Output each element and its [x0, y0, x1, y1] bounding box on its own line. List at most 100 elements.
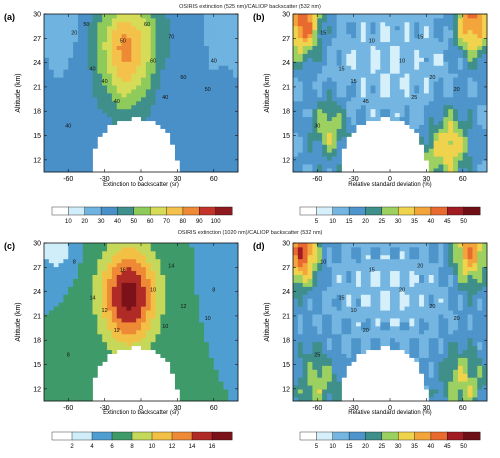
heatmap-cell: [414, 69, 420, 74]
colorbar-label: Extinction to backscatter (sr): [103, 182, 179, 188]
heatmap-cell: [365, 298, 371, 303]
heatmap-cell: [331, 53, 338, 58]
heatmap-cell: [179, 357, 186, 362]
heatmap-cell: [87, 282, 93, 287]
heatmap-cell: [77, 25, 84, 31]
heatmap-cell: [189, 329, 195, 335]
heatmap-cell: [63, 61, 69, 66]
heatmap-cell: [394, 104, 401, 110]
heatmap-cell: [63, 120, 69, 125]
heatmap-cell: [213, 112, 219, 118]
heatmap-cell: [302, 266, 308, 272]
heatmap-cell: [199, 33, 205, 39]
heatmap-cell: [370, 17, 376, 23]
heatmap-cell: [448, 96, 454, 102]
heatmap-cell: [73, 132, 79, 137]
colorbar-tick-label: 100: [211, 219, 222, 225]
heatmap-cell: [204, 65, 210, 70]
heatmap-cell: [208, 310, 215, 315]
heatmap-cell: [102, 341, 108, 347]
heatmap-cell: [467, 65, 473, 70]
heatmap-cell: [317, 306, 323, 311]
heatmap-cell: [428, 100, 435, 106]
heatmap-cell: [92, 341, 98, 347]
heatmap-cell: [356, 96, 362, 102]
heatmap-cell: [199, 278, 205, 283]
heatmap-cell: [218, 116, 224, 122]
heatmap-cell: [293, 49, 299, 54]
heatmap-cell: [73, 33, 79, 39]
heatmap-cell: [341, 73, 347, 78]
heatmap-cell: [73, 286, 79, 291]
heatmap-cell: [356, 250, 362, 256]
heatmap-cell: [351, 286, 357, 291]
heatmap-cell: [136, 25, 142, 31]
heatmap-cell: [63, 381, 69, 386]
heatmap-cell: [82, 136, 89, 141]
heatmap-cell: [322, 164, 328, 169]
heatmap-cell: [228, 65, 234, 70]
heatmap-cell: [293, 136, 299, 141]
heatmap-cell: [322, 49, 328, 54]
heatmap-cell: [375, 29, 381, 35]
heatmap-cell: [44, 389, 50, 394]
heatmap-cell: [194, 41, 200, 46]
heatmap-cell: [409, 120, 415, 125]
heatmap-cell: [48, 100, 55, 106]
heatmap-cell: [155, 258, 161, 264]
heatmap-cell: [443, 156, 449, 161]
heatmap-cell: [351, 77, 357, 82]
heatmap-cell: [404, 77, 410, 82]
heatmap-cell: [58, 381, 64, 386]
heatmap-cell: [170, 81, 176, 86]
heatmap-cell: [312, 274, 318, 279]
heatmap-cell: [179, 73, 186, 78]
heatmap-cell: [233, 132, 239, 137]
heatmap-cell: [360, 333, 367, 339]
heatmap-cell: [297, 282, 304, 287]
heatmap-cell: [482, 120, 488, 125]
colorbar-swatch: [211, 431, 233, 441]
heatmap-cell: [302, 69, 308, 74]
heatmap-cell: [390, 116, 396, 122]
heatmap-cell: [390, 14, 396, 19]
heatmap-cell: [346, 14, 352, 19]
heatmap-cell: [302, 306, 308, 311]
heatmap-cell: [302, 152, 308, 157]
heatmap-cell: [326, 14, 333, 19]
heatmap-cell: [297, 365, 304, 370]
heatmap-cell: [82, 357, 89, 362]
heatmap-cell: [302, 278, 308, 283]
heatmap-cell: [174, 377, 181, 382]
heatmap-cell: [307, 128, 313, 133]
heatmap-cell: [199, 156, 205, 161]
heatmap-cell: [213, 290, 219, 295]
heatmap-cell: [87, 298, 93, 303]
heatmap-cell: [165, 41, 171, 46]
heatmap-cell: [331, 258, 338, 264]
heatmap-cell: [365, 112, 371, 118]
heatmap-cell: [208, 37, 215, 43]
heatmap-cell: [462, 100, 468, 106]
heatmap-cell: [194, 148, 200, 153]
heatmap-cell: [102, 298, 108, 303]
heatmap-cell: [322, 298, 328, 303]
heatmap-cell: [307, 116, 313, 122]
heatmap-cell: [419, 93, 425, 98]
heatmap-cell: [423, 116, 430, 122]
heatmap-cell: [302, 298, 308, 303]
heatmap-cell: [121, 49, 127, 54]
heatmap-cell: [53, 25, 59, 31]
heatmap-cell: [126, 243, 132, 248]
heatmap-cell: [97, 116, 103, 122]
heatmap-cell: [150, 73, 156, 78]
heatmap-cell: [356, 81, 362, 86]
heatmap-cell: [443, 152, 449, 157]
heatmap-cell: [170, 37, 176, 43]
heatmap-cell: [87, 254, 93, 260]
heatmap-cell: [44, 93, 50, 98]
heatmap-cell: [360, 290, 367, 295]
heatmap-cell: [107, 14, 113, 19]
heatmap-cell: [73, 254, 79, 260]
contour-label: 50: [205, 87, 211, 93]
